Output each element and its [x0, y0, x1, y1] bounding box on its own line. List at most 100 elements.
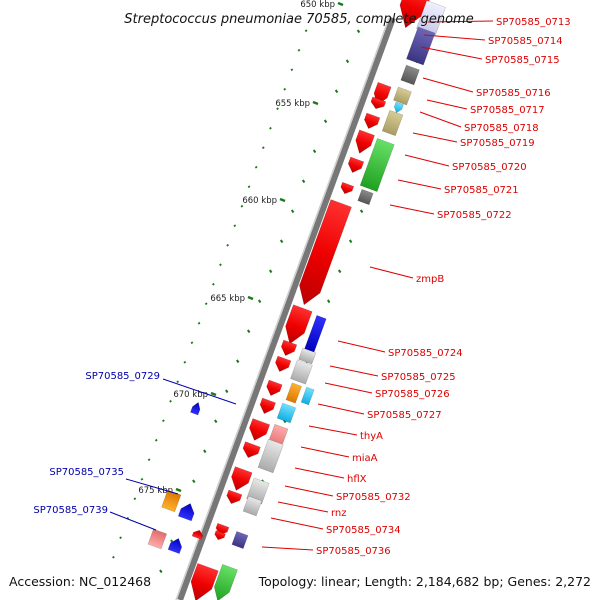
reverse-gene-blue-3[interactable]: [167, 536, 184, 554]
forward-gene-red-9[interactable]: [280, 304, 313, 348]
genome-backbone: [177, 16, 396, 600]
reverse-gene-red[interactable]: [191, 529, 204, 540]
forward-gene-silver-18[interactable]: [242, 495, 263, 517]
ruler-dot: [304, 29, 308, 33]
gene-label-sp70585-0719[interactable]: SP70585_0719: [460, 138, 535, 149]
gene-label-sp70585-0717[interactable]: SP70585_0717: [470, 105, 545, 116]
reverse-gene-blue-1[interactable]: [190, 401, 202, 416]
ruler-tick-650-kbp: [337, 1, 344, 7]
gene-label-sp70585-0721[interactable]: SP70585_0721: [444, 185, 519, 196]
gene-label-thya[interactable]: thyA: [360, 431, 383, 442]
forward-gene-red-8[interactable]: [294, 199, 352, 309]
forward-gene-red-19[interactable]: [213, 530, 226, 542]
forward-gene-red-10[interactable]: [279, 339, 298, 358]
forward-gene-silver-16[interactable]: [257, 438, 284, 474]
reverse-gene-orange[interactable]: [161, 489, 182, 513]
forward-gene-purple-2[interactable]: [406, 26, 436, 66]
gene-label-hflx[interactable]: hflX: [347, 474, 367, 485]
ruler-dot: [140, 477, 144, 481]
forward-gene-red-13[interactable]: [258, 397, 276, 416]
reverse-strand-guide: [301, 179, 306, 184]
forward-gene-red-15[interactable]: [241, 441, 261, 461]
ruler-dot: [154, 438, 158, 442]
forward-gene-gray-8[interactable]: [357, 188, 374, 206]
leader-sp70585-0739: [109, 511, 157, 531]
gene-label-sp70585-0724[interactable]: SP70585_0724: [388, 348, 463, 359]
forward-gene-gray-3[interactable]: [400, 64, 420, 86]
leader-sp70585-0715: [420, 46, 483, 60]
ruler-dot: [190, 341, 194, 345]
forward-gene-green-7[interactable]: [359, 138, 395, 192]
gene-label-sp70585-0715[interactable]: SP70585_0715: [485, 55, 560, 66]
gene-label-sp70585-0726[interactable]: SP70585_0726: [375, 389, 450, 400]
forward-gene-lavender-1[interactable]: [416, 0, 446, 36]
leader-zmpb: [369, 266, 414, 279]
forward-gene-red-14[interactable]: [246, 418, 271, 444]
forward-gene-red-17[interactable]: [225, 489, 243, 506]
forward-gene-cyan-14[interactable]: [276, 402, 297, 424]
ruler-dot: [204, 302, 208, 306]
forward-gene-red-3[interactable]: [369, 96, 387, 111]
leader-sp70585-0732: [284, 485, 334, 497]
reverse-strand-guide: [192, 479, 196, 484]
reverse-gene-blue-2[interactable]: [177, 501, 197, 522]
forward-gene-red-12[interactable]: [264, 379, 283, 398]
forward-gene-red-20[interactable]: [185, 562, 219, 600]
leader-hflx: [294, 467, 345, 479]
ruler-dot: [119, 536, 122, 540]
reverse-strand-guide: [323, 119, 328, 124]
ruler-dot: [233, 224, 237, 228]
leader-sp70585-0734: [270, 517, 324, 530]
gene-label-sp70585-0736[interactable]: SP70585_0736: [316, 546, 391, 557]
gene-label-sp70585-0725[interactable]: SP70585_0725: [381, 372, 456, 383]
leader-sp70585-0729: [162, 378, 237, 405]
gene-label-sp70585-0734[interactable]: SP70585_0734: [326, 525, 401, 536]
forward-gene-orange-12[interactable]: [285, 382, 302, 404]
gene-label-sp70585-0729[interactable]: SP70585_0729: [85, 371, 160, 382]
leader-sp70585-0714: [423, 34, 486, 41]
gene-label-sp70585-0720[interactable]: SP70585_0720: [452, 162, 527, 173]
forward-gene-silver-11[interactable]: [290, 359, 313, 385]
forward-gene-red-6[interactable]: [346, 156, 365, 175]
gene-label-sp70585-0732[interactable]: SP70585_0732: [336, 492, 411, 503]
ruler-tick-660-kbp: [279, 197, 286, 203]
gene-label-sp70585-0727[interactable]: SP70585_0727: [367, 410, 442, 421]
ruler-label-660-kbp: 660 kbp: [242, 196, 277, 206]
forward-gene-silver-10[interactable]: [298, 347, 317, 365]
forward-gene-tan-6[interactable]: [381, 109, 404, 137]
leader-sp70585-0725: [329, 365, 379, 377]
forward-gene-red-11[interactable]: [273, 355, 292, 374]
gene-label-sp70585-0713[interactable]: SP70585_0713: [496, 17, 571, 28]
gene-label-rnz[interactable]: rnz: [331, 508, 347, 519]
leader-thya: [308, 425, 358, 436]
leader-sp70585-0726: [324, 382, 373, 394]
forward-gene-red-16[interactable]: [228, 466, 253, 494]
gene-label-sp70585-0714[interactable]: SP70585_0714: [488, 36, 563, 47]
ruler-label-650-kbp: 650 kbp: [300, 0, 335, 10]
forward-gene-red-7[interactable]: [339, 181, 355, 196]
forward-gene-red-5[interactable]: [352, 129, 375, 156]
leader-sp70585-0727: [317, 403, 365, 415]
reverse-strand-guide: [225, 389, 229, 394]
gene-label-miaa[interactable]: miaA: [352, 453, 378, 464]
gene-label-sp70585-0722[interactable]: SP70585_0722: [437, 210, 512, 221]
reverse-strand-guide: [214, 419, 218, 424]
forward-gene-cyan-5[interactable]: [393, 101, 404, 114]
gene-label-sp70585-0718[interactable]: SP70585_0718: [464, 123, 539, 134]
forward-gene-red-4[interactable]: [362, 112, 381, 131]
ruler-dot: [147, 458, 151, 462]
gene-label-sp70585-0735[interactable]: SP70585_0735: [49, 467, 124, 478]
reverse-gene-pink[interactable]: [147, 528, 167, 550]
forward-gene-green-20[interactable]: [210, 564, 238, 600]
ruler-dot: [112, 555, 115, 559]
reverse-strand-guide: [203, 449, 207, 454]
leader-sp70585-0719: [412, 132, 458, 143]
ruler-dot: [269, 126, 272, 130]
forward-gene-cyan-13[interactable]: [300, 386, 315, 406]
leader-rnz: [277, 501, 329, 513]
gene-label-sp70585-0716[interactable]: SP70585_0716: [476, 88, 551, 99]
gene-label-sp70585-0739[interactable]: SP70585_0739: [33, 505, 108, 516]
gene-label-zmpb[interactable]: zmpB: [416, 274, 444, 285]
forward-gene-tan-4[interactable]: [393, 86, 412, 106]
forward-gene-purple-19[interactable]: [231, 531, 249, 549]
